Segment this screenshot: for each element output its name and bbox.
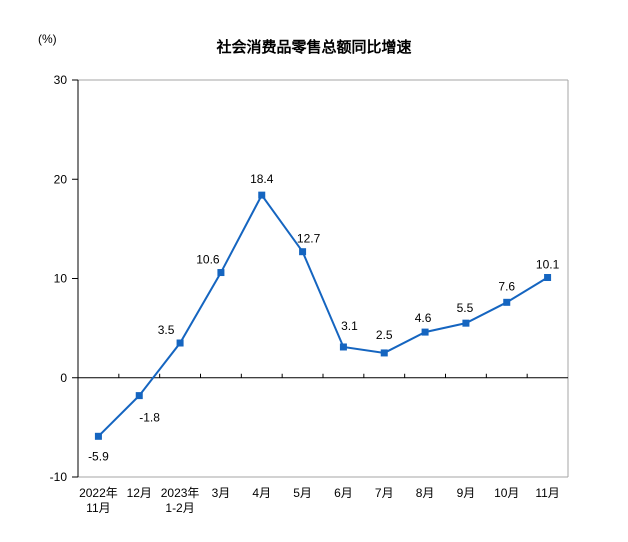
x-axis-category-label: 1-2月 [165, 501, 194, 515]
data-point-label: 10.6 [196, 253, 220, 267]
x-axis-category-label: 11月 [535, 486, 559, 500]
data-point-marker [544, 274, 552, 282]
data-point-label: -5.9 [88, 449, 109, 463]
data-point-label: 3.1 [341, 319, 358, 333]
data-point-label: 7.6 [498, 279, 515, 293]
data-point-label: 18.4 [250, 172, 274, 186]
y-axis-unit-label: (%) [38, 32, 57, 46]
x-axis-category-label: 3月 [212, 486, 231, 500]
data-point-marker [176, 339, 184, 347]
data-point-marker [503, 298, 511, 306]
x-axis-category-label: 11月 [86, 501, 110, 515]
data-point-marker [339, 343, 347, 351]
x-axis-category-label: 10月 [494, 486, 519, 500]
series-line [97, 193, 549, 438]
x-axis-category-label: 2022年 [79, 486, 118, 500]
data-point-label: 4.6 [415, 311, 432, 325]
x-axis-category-label: 7月 [375, 486, 394, 500]
data-point-label: 12.7 [297, 232, 321, 246]
y-axis-tick-label: 20 [54, 172, 68, 186]
x-axis-category-label: 2023年 [161, 486, 200, 500]
x-axis-category-label: 6月 [334, 486, 353, 500]
data-point-marker [380, 349, 388, 357]
data-point-label: -1.8 [139, 411, 160, 425]
data-point-marker [462, 319, 470, 327]
y-axis-tick-label: 30 [54, 73, 68, 87]
data-point-label: 5.5 [457, 301, 474, 315]
data-point-marker [258, 191, 266, 199]
x-axis-category-label: 8月 [416, 486, 435, 500]
data-point-label: 2.5 [376, 328, 393, 342]
y-axis-tick-label: -10 [50, 470, 68, 484]
x-axis-category-label: 4月 [252, 486, 271, 500]
chart-title: 社会消费品零售总额同比增速 [216, 39, 412, 56]
x-axis-category-label: 5月 [293, 486, 312, 500]
y-axis-tick-label: 10 [54, 272, 68, 286]
data-point-marker [217, 269, 225, 277]
data-point-marker [94, 432, 102, 440]
data-point-marker [299, 248, 307, 256]
data-point-label: 3.5 [158, 323, 175, 337]
x-axis-category-label: 12月 [127, 486, 152, 500]
data-point-marker [135, 392, 143, 400]
data-point-marker [421, 328, 429, 336]
data-point-label: 10.1 [536, 258, 560, 272]
x-axis-category-label: 9月 [457, 486, 476, 500]
y-axis-tick-label: 0 [60, 371, 67, 385]
